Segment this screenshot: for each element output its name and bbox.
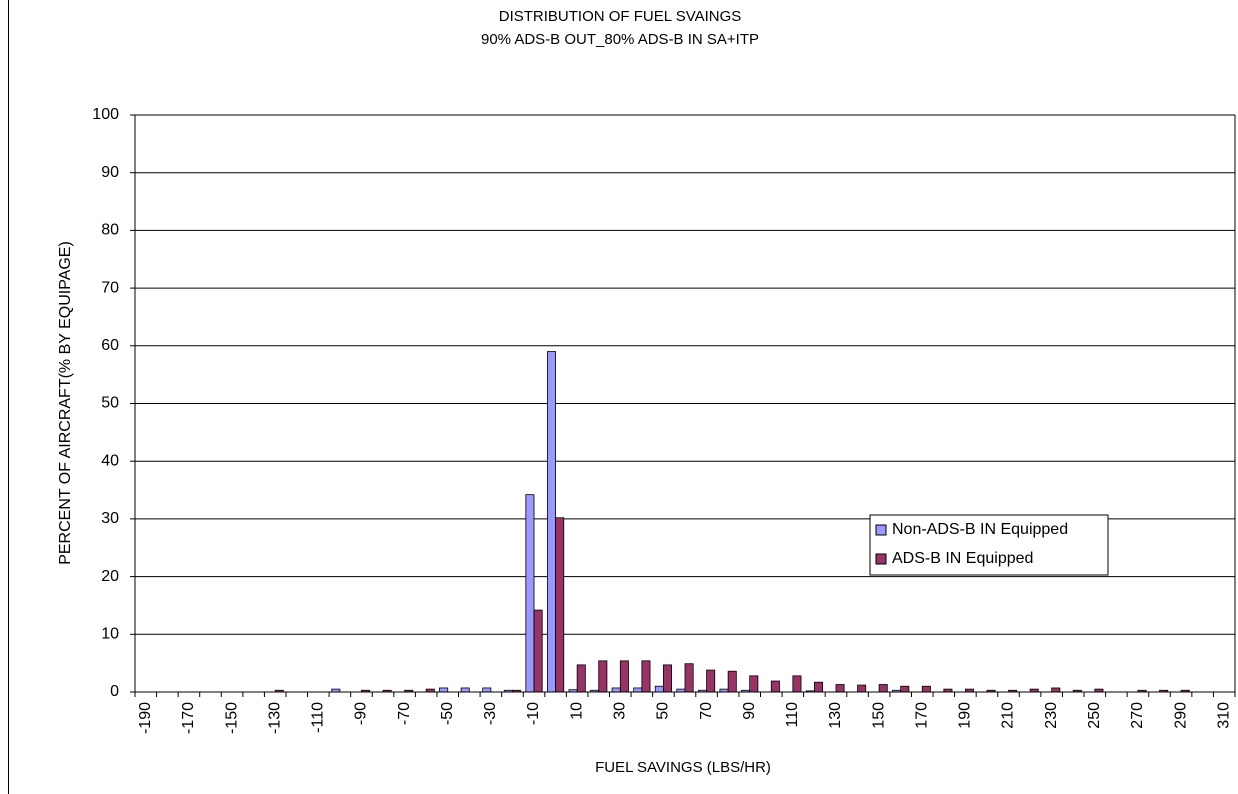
x-tick-label: 310 [1215, 702, 1232, 729]
x-tick-label: 10 [568, 702, 585, 720]
bar [1051, 687, 1061, 693]
x-tick-label: 230 [1043, 702, 1060, 729]
bar [684, 663, 694, 693]
x-tick-label: -70 [396, 702, 413, 725]
x-tick-label: -150 [223, 702, 240, 734]
bar [533, 609, 543, 693]
bar [482, 687, 492, 693]
bar [525, 494, 535, 693]
bar [835, 684, 845, 693]
bar [663, 664, 673, 693]
legend-label: ADS-B IN Equipped [892, 550, 1033, 567]
y-tick-label: 80 [101, 222, 119, 239]
bar [611, 687, 621, 693]
x-tick-label: -50 [439, 702, 456, 725]
bar [770, 680, 780, 693]
y-tick-label: 30 [101, 510, 119, 527]
x-tick-label: 90 [741, 702, 758, 720]
x-tick-label: 170 [913, 702, 930, 729]
x-tick-label: 150 [870, 702, 887, 729]
x-tick-label: 30 [612, 702, 629, 720]
y-tick-label: 0 [110, 683, 119, 700]
y-tick-label: 70 [101, 279, 119, 296]
bar [654, 685, 664, 693]
x-tick-label: -30 [482, 702, 499, 725]
y-tick-label: 100 [92, 106, 119, 123]
bar [555, 517, 565, 693]
x-tick-label: 70 [698, 702, 715, 720]
bar [727, 670, 737, 693]
x-tick-label: 110 [784, 702, 801, 728]
chart-subtitle: 90% ADS-B OUT_80% ADS-B IN SA+ITP [481, 31, 759, 48]
y-tick-label: 40 [101, 452, 119, 469]
bar [706, 669, 716, 693]
x-tick-label: -90 [353, 702, 370, 725]
y-tick-label: 50 [101, 395, 119, 412]
x-tick-label: -170 [180, 702, 197, 734]
x-tick-label: 250 [1086, 702, 1103, 729]
bar [576, 664, 586, 693]
x-tick-label: -190 [137, 702, 154, 734]
bar [460, 687, 470, 693]
bar [900, 685, 910, 693]
y-tick-label: 20 [101, 568, 119, 585]
x-tick-label: 130 [827, 702, 844, 729]
x-tick-label: -10 [525, 702, 542, 725]
x-tick-label: 290 [1172, 702, 1189, 729]
legend-box [869, 514, 1109, 576]
y-tick-label: 60 [101, 337, 119, 354]
bar [619, 660, 629, 693]
legend-label: Non-ADS-B IN Equipped [892, 521, 1068, 538]
x-axis-title: FUEL SAVINGS (LBS/HR) [595, 759, 771, 776]
bar [857, 684, 867, 693]
x-tick-label: -130 [266, 702, 283, 734]
bar [546, 351, 556, 693]
x-tick-label: 190 [957, 702, 974, 729]
bar [439, 687, 449, 693]
legend-swatch [875, 553, 887, 565]
legend-swatch [875, 524, 887, 536]
bar [792, 675, 802, 693]
x-tick-label: 50 [655, 702, 672, 720]
bar [749, 675, 759, 693]
y-tick-label: 90 [101, 164, 119, 181]
y-tick-label: 10 [101, 626, 119, 643]
x-tick-label: -110 [310, 702, 327, 733]
bar [598, 660, 608, 693]
bar [878, 684, 888, 693]
x-tick-label: 270 [1129, 702, 1146, 729]
bar [633, 687, 643, 693]
chart-title: DISTRIBUTION OF FUEL SVAINGS [499, 8, 742, 25]
y-axis-title: PERCENT OF AIRCRAFT(% BY EQUIPAGE) [57, 241, 74, 565]
bar [641, 660, 651, 693]
x-tick-label: 210 [1000, 702, 1017, 729]
bar [814, 681, 824, 693]
bar [921, 685, 931, 693]
